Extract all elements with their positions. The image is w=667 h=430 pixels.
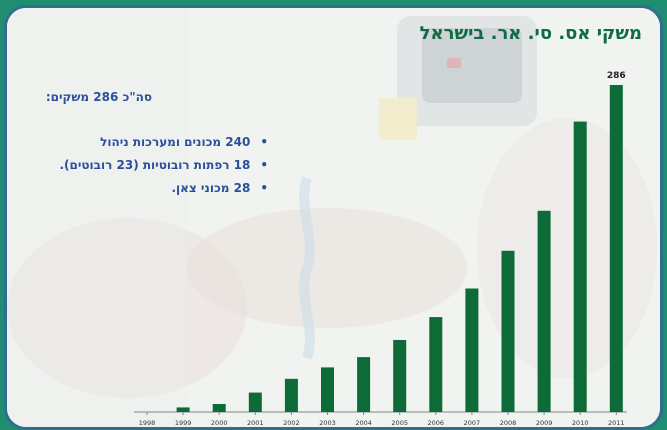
x-tick-label: 2001	[247, 419, 264, 427]
bullet-item: • 18 רפתות רובוטיות (23 רובוטים).	[59, 154, 268, 177]
bullet-text: 18 רפתות רובוטיות (23 רובוטים).	[59, 158, 251, 172]
x-tick-label: 2008	[500, 419, 517, 427]
x-tick-label: 2002	[283, 419, 300, 427]
bullet-glyph: •	[260, 135, 268, 149]
x-tick-label: 1998	[139, 419, 156, 427]
bar-2003	[321, 367, 334, 412]
x-tick-label: 2011	[608, 419, 625, 427]
bar-2000	[212, 403, 226, 412]
bar-2009	[537, 210, 551, 412]
bar-2010	[573, 121, 587, 413]
bullet-item: • 240 מכונים ומערכות ניהול	[59, 131, 268, 154]
x-tick-label: 2005	[391, 419, 408, 427]
bullet-glyph: •	[260, 158, 268, 172]
bullet-text: 28 מכוני צאן.	[171, 181, 251, 195]
bullet-text: 240 מכונים ומערכות ניהול	[100, 135, 251, 149]
x-tick-label: 2010	[572, 419, 589, 427]
slide-title: משקי אס. סי. אר. בישראל	[419, 23, 642, 44]
summary-text: סה"כ 286 משקים:	[45, 90, 152, 104]
bar-2001	[248, 392, 262, 412]
bar-2006	[429, 317, 443, 412]
bar-2004	[357, 357, 371, 412]
bar-1999	[176, 407, 190, 412]
bar-2002	[284, 378, 298, 412]
bullet-list: • 240 מכונים ומערכות ניהול • 18 רפתות רובו…	[59, 131, 268, 200]
slide-card: משקי אס. סי. אר. בישראל סה"כ 286 משקים: …	[4, 5, 663, 430]
x-tick-label: 2006	[428, 419, 445, 427]
bar-2007	[465, 288, 479, 412]
bullet-item: • 28 מכוני צאן.	[59, 177, 268, 200]
bullet-glyph: •	[260, 181, 268, 195]
bar-2011	[609, 85, 623, 412]
x-tick-label: 2003	[319, 419, 336, 427]
x-tick-label: 2007	[464, 419, 481, 427]
bar-2005	[393, 339, 407, 412]
x-tick-label: 2004	[355, 419, 372, 427]
x-tick-label: 2000	[211, 419, 228, 427]
bar-chart: 1998 1999 2000 2001 2002 2003 2004 2005 2006 2007…	[134, 71, 627, 427]
bar-2008	[501, 250, 515, 412]
data-label-2011: 286	[607, 71, 626, 81]
x-tick-label: 2009	[536, 419, 553, 427]
x-tick-label: 1999	[175, 419, 192, 427]
